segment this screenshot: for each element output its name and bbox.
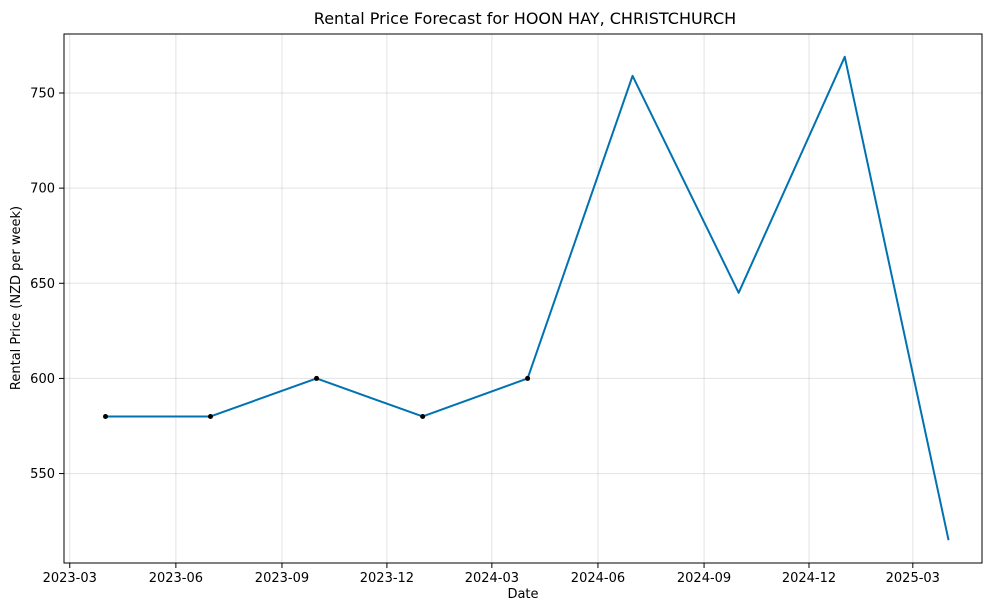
- y-tick-label: 750: [30, 86, 55, 101]
- grid: [64, 34, 982, 563]
- x-tick-label: 2024-12: [782, 571, 836, 586]
- y-axis: 550 600 650 700 750: [30, 86, 64, 482]
- plot-frame: [63, 33, 983, 564]
- y-tick-label: 650: [30, 277, 55, 292]
- x-tick-label: 2024-06: [571, 571, 625, 586]
- observed-point: [207, 413, 213, 419]
- x-tick-label: 2025-03: [886, 571, 940, 586]
- observed-point: [103, 413, 109, 419]
- forecast-line: [105, 55, 950, 541]
- x-tick-label: 2024-09: [677, 571, 731, 586]
- x-axis-label: Date: [507, 587, 538, 602]
- x-tick-label: 2023-06: [149, 571, 203, 586]
- observed-point: [420, 413, 426, 419]
- x-tick-label: 2023-03: [43, 571, 97, 586]
- y-tick-label: 550: [30, 467, 55, 482]
- x-tick-label: 2023-09: [255, 571, 309, 586]
- chart-title: Rental Price Forecast for HOON HAY, CHRI…: [314, 9, 736, 28]
- x-axis: 2023-03 2023-06 2023-09 2023-12 2024-03 2024-…: [43, 563, 940, 586]
- observed-point: [314, 375, 320, 381]
- forecast-line-group: [105, 55, 950, 541]
- x-tick-label: 2023-12: [360, 571, 414, 586]
- observed-point: [525, 375, 531, 381]
- y-axis-label: Rental Price (NZD per week): [9, 206, 24, 390]
- x-tick-label: 2024-03: [465, 571, 519, 586]
- y-tick-label: 700: [30, 182, 55, 197]
- y-tick-label: 600: [30, 372, 55, 387]
- observed-points: [103, 375, 531, 419]
